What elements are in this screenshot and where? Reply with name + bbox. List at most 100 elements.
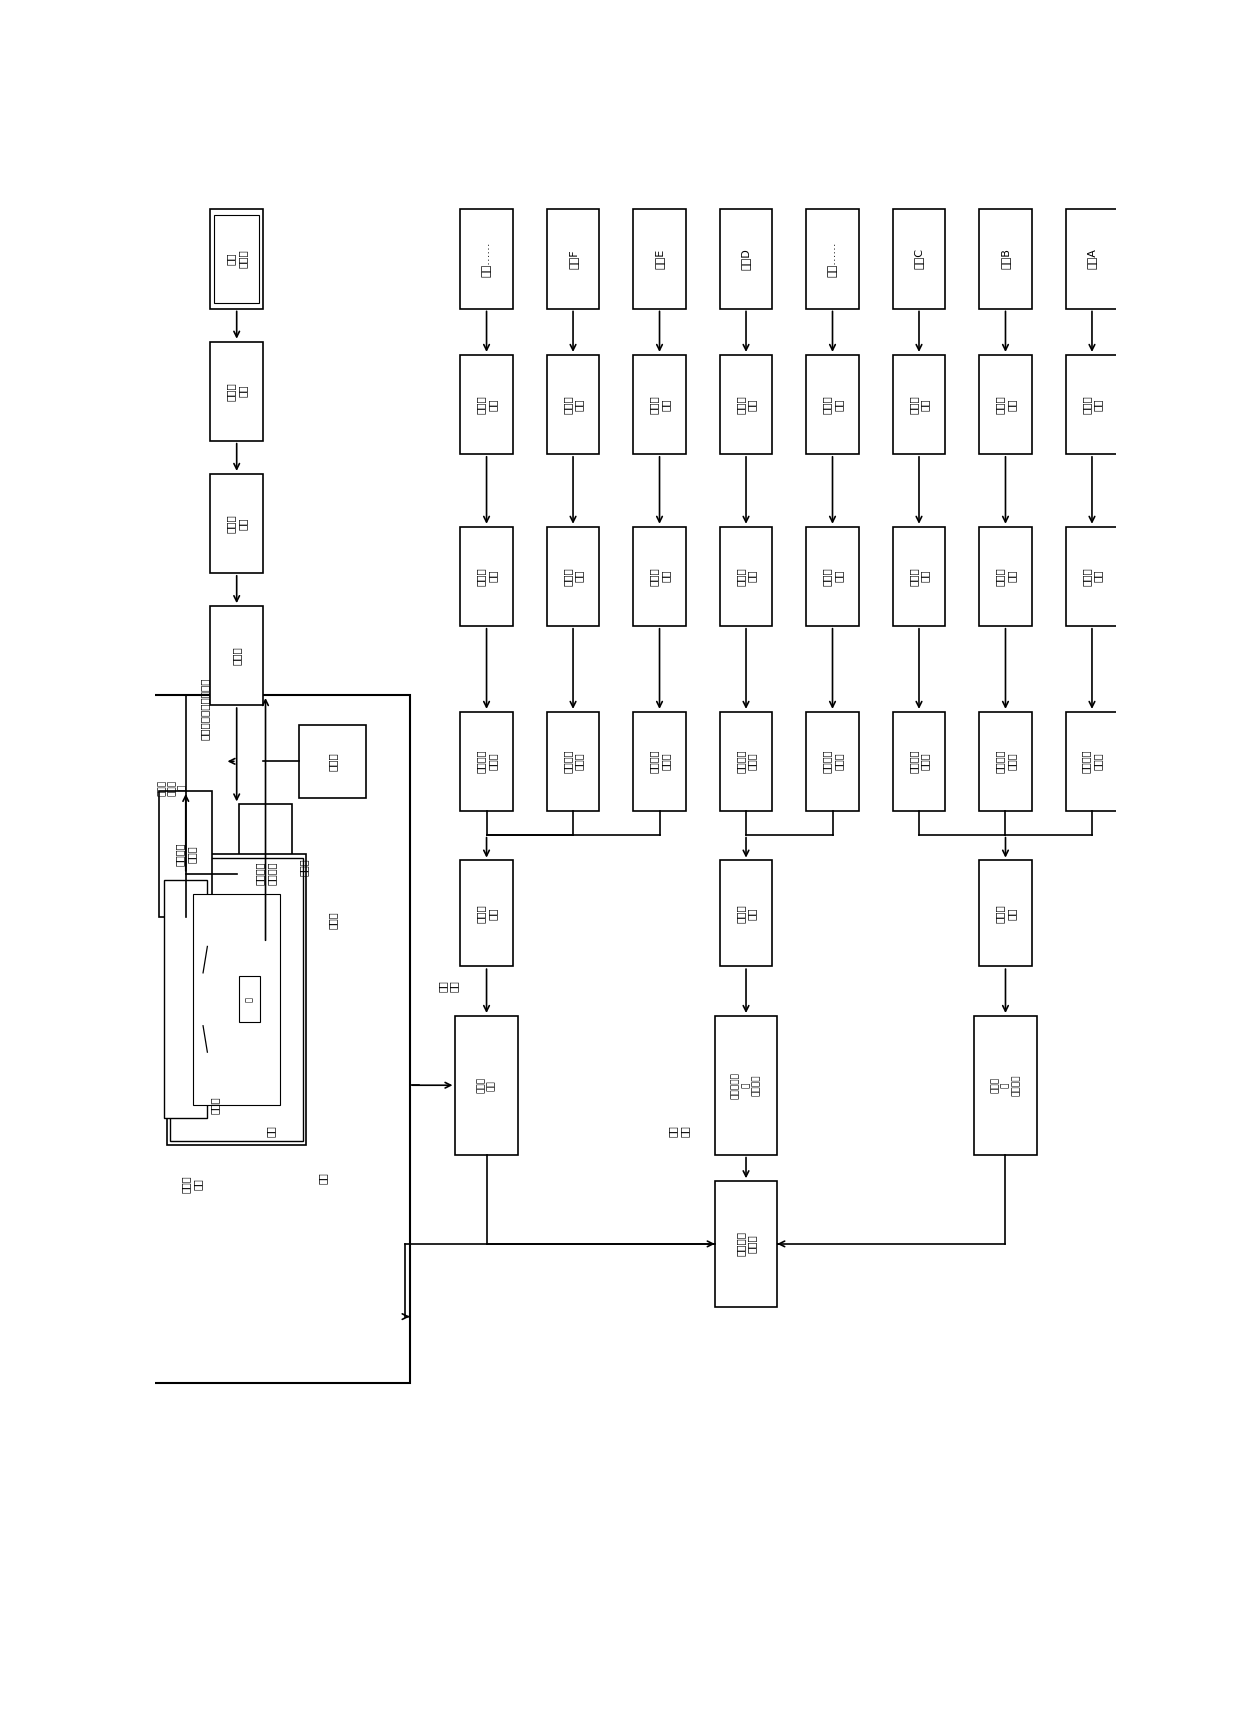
Bar (1065, 355, 1118, 453)
Bar (980, 355, 1032, 453)
Bar (167, 853, 306, 1145)
Text: 减压调
节器: 减压调 节器 (649, 395, 671, 414)
Text: 气体F: 气体F (568, 249, 578, 270)
Bar (193, 893, 280, 1106)
Bar (1065, 713, 1118, 810)
Text: 气体A: 气体A (1087, 249, 1097, 270)
Text: 气体C: 气体C (914, 249, 924, 270)
Bar (719, 355, 773, 453)
Text: 样品架: 样品架 (210, 1095, 219, 1114)
Bar (211, 342, 263, 441)
Bar (806, 713, 859, 810)
Bar (893, 713, 945, 810)
Bar (719, 209, 773, 309)
Text: 质量流量
控制器: 质量流量 控制器 (994, 750, 1017, 773)
Text: 流量控
制器: 流量控 制器 (226, 513, 248, 532)
Bar (806, 527, 859, 625)
Text: 信号处理器
及
气氛控制: 信号处理器 及 气氛控制 (732, 1071, 761, 1099)
Text: 气体……: 气体…… (827, 240, 837, 276)
Bar (980, 860, 1032, 967)
Text: 气氛切换
电磁阀组: 气氛切换 电磁阀组 (254, 862, 277, 886)
Bar (980, 713, 1032, 810)
Bar (714, 1181, 777, 1307)
Bar (460, 355, 513, 453)
Bar (547, 209, 599, 309)
Bar (211, 209, 263, 309)
Bar (714, 1016, 777, 1154)
Bar (547, 527, 599, 625)
Text: 减压调
节器: 减压调 节器 (476, 395, 497, 414)
Text: 排气: 排气 (319, 1173, 329, 1183)
Bar (215, 215, 259, 304)
Text: 减压调
节器: 减压调 节器 (735, 395, 756, 414)
Bar (170, 858, 304, 1140)
Bar (893, 209, 945, 309)
Text: 控温传
感器: 控温传 感器 (181, 1176, 202, 1193)
Bar (980, 209, 1032, 309)
Text: 质量流量
控制器: 质量流量 控制器 (1081, 750, 1102, 773)
Text: 气体B: 气体B (1001, 249, 1011, 270)
Bar (239, 804, 291, 943)
Text: 气氛切换
控制器: 气氛切换 控制器 (175, 841, 197, 865)
Text: 反应区: 反应区 (327, 912, 337, 929)
Bar (460, 860, 513, 967)
Text: 流量控
制器: 流量控 制器 (476, 567, 497, 585)
Text: 皿: 皿 (244, 998, 254, 1001)
Bar (211, 474, 263, 573)
Text: 减压调
节器: 减压调 节器 (822, 395, 843, 414)
Bar (1065, 209, 1118, 309)
Bar (634, 209, 686, 309)
Text: 信号采
集器: 信号采 集器 (735, 903, 756, 922)
Bar (460, 713, 513, 810)
Text: 气体D: 气体D (742, 247, 751, 270)
Text: 气体E: 气体E (655, 249, 665, 270)
Bar (1065, 527, 1118, 625)
Text: 气体……: 气体…… (481, 240, 491, 276)
Text: 质量流量
控制器: 质量流量 控制器 (562, 750, 584, 773)
Text: 排气口: 排气口 (299, 858, 309, 876)
Text: 质量流量
控制器: 质量流量 控制器 (822, 750, 843, 773)
Bar (980, 527, 1032, 625)
Text: 流量控
制器: 流量控 制器 (822, 567, 843, 585)
Text: 气氛
控制: 气氛 控制 (438, 980, 459, 992)
Bar (634, 713, 686, 810)
Bar (893, 355, 945, 453)
Text: 气源
原料气: 气源 原料气 (226, 249, 248, 268)
Bar (806, 355, 859, 453)
Bar (893, 527, 945, 625)
Bar (455, 1016, 518, 1154)
Text: 信号采
集器: 信号采 集器 (994, 903, 1017, 922)
Text: 混合器
及
气氛控制: 混合器 及 气氛控制 (991, 1075, 1021, 1095)
Bar (299, 725, 367, 798)
Bar (238, 977, 259, 1022)
Text: 计算机: 计算机 (327, 752, 337, 771)
Text: 光副气
数控制
器: 光副气 数控制 器 (157, 780, 187, 795)
Text: 流量控
制器: 流量控 制器 (1081, 567, 1102, 585)
Text: 综合数据
处理器: 综合数据 处理器 (735, 1231, 756, 1257)
Bar (719, 860, 773, 967)
Text: 多气氛热重差热分析仪: 多气氛热重差热分析仪 (200, 676, 210, 740)
Bar (806, 209, 859, 309)
Text: 流量控
制器: 流量控 制器 (562, 567, 584, 585)
Text: 减压调
节器: 减压调 节器 (562, 395, 584, 414)
Bar (634, 355, 686, 453)
Text: 质量流量
控制器: 质量流量 控制器 (908, 750, 930, 773)
Text: 信号采
集器: 信号采 集器 (476, 903, 497, 922)
Text: 流量控
制器: 流量控 制器 (735, 567, 756, 585)
Text: 流量控
制器: 流量控 制器 (649, 567, 671, 585)
Bar (719, 527, 773, 625)
Bar (460, 527, 513, 625)
Bar (547, 355, 599, 453)
Text: 质量流量
控制器: 质量流量 控制器 (735, 750, 756, 773)
Bar (164, 881, 207, 1118)
Text: 减压调
节器: 减压调 节器 (908, 395, 930, 414)
Text: 流量控
制器: 流量控 制器 (994, 567, 1017, 585)
Bar (547, 713, 599, 810)
Text: 减压调
节器: 减压调 节器 (226, 381, 248, 400)
Text: 减压调
节器: 减压调 节器 (1081, 395, 1102, 414)
Bar (975, 1016, 1037, 1154)
Bar (211, 606, 263, 706)
Text: 信号处
理器: 信号处 理器 (477, 1077, 496, 1094)
Bar (159, 792, 212, 917)
Text: 气氛
控制: 气氛 控制 (668, 1126, 689, 1137)
